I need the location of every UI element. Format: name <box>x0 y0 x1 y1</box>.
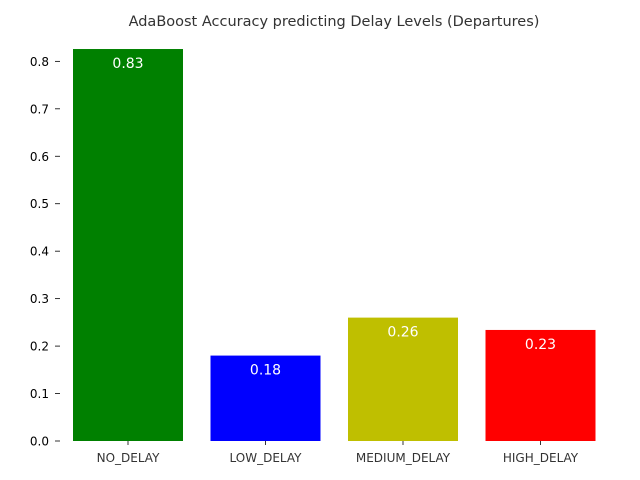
bar-no-delay <box>73 49 183 441</box>
y-tick-label: 0.3 <box>30 292 49 306</box>
x-tick-label: HIGH_DELAY <box>503 451 579 465</box>
y-axis: 0.0 0.1 0.2 0.3 0.4 0.5 0.6 0.7 0.8 <box>30 55 60 449</box>
y-tick-label: 0.2 <box>30 340 49 354</box>
chart-title: AdaBoost Accuracy predicting Delay Level… <box>129 14 540 30</box>
y-tick-label: 0.4 <box>30 245 49 259</box>
bar-medium-delay <box>348 317 458 441</box>
y-tick-label: 0.7 <box>30 102 49 116</box>
y-tick-label: 0.0 <box>30 435 49 449</box>
x-tick-label: LOW_DELAY <box>230 451 303 465</box>
data-label: 0.23 <box>525 337 556 353</box>
bar-low-delay <box>210 355 321 441</box>
y-tick-label: 0.6 <box>30 150 49 164</box>
y-tick-label: 0.8 <box>30 55 49 69</box>
bars-group: 0.83 0.18 0.26 0.23 <box>73 49 596 441</box>
bar-high-delay <box>485 329 596 441</box>
data-label: 0.26 <box>387 325 418 341</box>
data-label: 0.18 <box>250 363 281 379</box>
data-label: 0.83 <box>112 56 143 72</box>
y-tick-label: 0.5 <box>30 197 49 211</box>
y-tick-label: 0.1 <box>30 387 49 401</box>
x-tick-label: MEDIUM_DELAY <box>356 451 451 465</box>
x-tick-label: NO_DELAY <box>97 451 160 465</box>
x-axis: NO_DELAY LOW_DELAY MEDIUM_DELAY HIGH_DELAY <box>97 441 579 465</box>
